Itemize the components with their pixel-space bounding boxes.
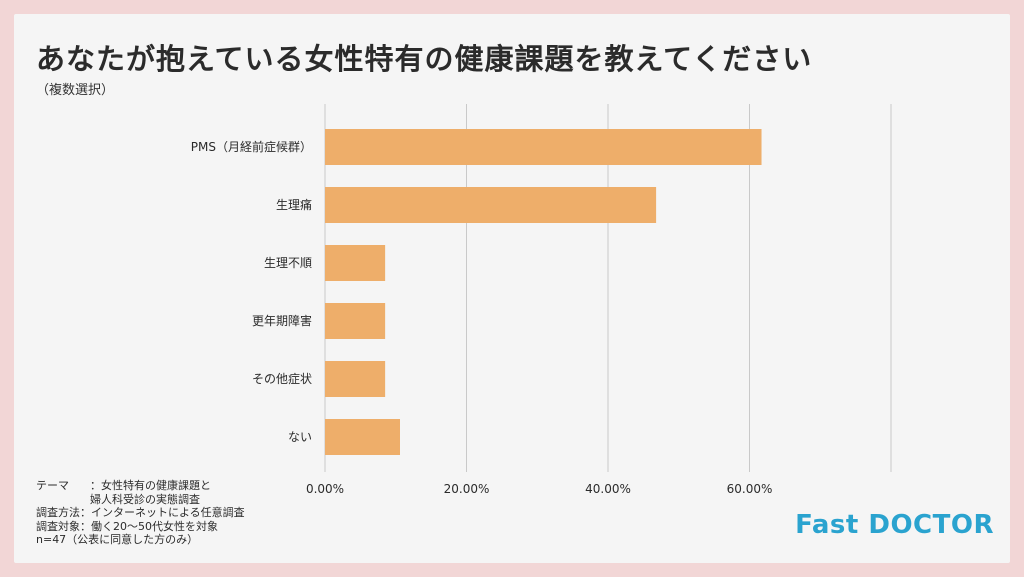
category-label: 生理不順 <box>264 256 312 270</box>
bar <box>325 361 386 397</box>
x-tick-label: 40.00% <box>585 482 631 496</box>
bars <box>325 129 762 455</box>
chart-card <box>14 14 1010 563</box>
category-label: ない <box>288 430 312 444</box>
bar <box>325 245 386 281</box>
category-label: PMS（月経前症候群） <box>191 139 312 154</box>
x-tick-label: 60.00% <box>727 482 773 496</box>
x-tick-labels: 0.00% 20.00% 40.00% 60.00% <box>306 482 772 496</box>
method-label: 調査方法 <box>36 506 80 519</box>
sample-size: n=47（公表に同意した方のみ） <box>36 533 199 546</box>
target-value: ：働く20〜50代女性を対象 <box>80 519 218 533</box>
theme-value-1: ：女性特有の健康課題と <box>90 479 211 492</box>
chart-subtitle: （複数選択） <box>36 83 115 98</box>
bar <box>325 419 400 455</box>
grid-lines <box>324 104 892 472</box>
theme-value-2: 婦人科受診の実態調査 <box>90 492 200 506</box>
bar <box>325 187 657 223</box>
method-value: ：インターネットによる任意調査 <box>80 506 245 519</box>
chart-title: あなたが抱えている女性特有の健康課題を教えてください <box>36 42 813 76</box>
x-tick-label: 20.00% <box>444 482 490 496</box>
bar <box>325 303 386 339</box>
target-label: 調査対象 <box>36 519 80 533</box>
category-label: その他症状 <box>252 371 312 386</box>
fast-doctor-logo: Fast DOCTOR <box>795 510 994 540</box>
category-label: 生理痛 <box>276 197 312 212</box>
survey-notes: テーマ ：女性特有の健康課題と 婦人科受診の実態調査 調査方法 ：インターネットによ… <box>36 479 245 547</box>
bar <box>325 129 762 165</box>
theme-label: テーマ <box>36 479 69 492</box>
x-tick-label: 0.00% <box>306 482 344 496</box>
category-label: 更年期障害 <box>252 313 312 328</box>
